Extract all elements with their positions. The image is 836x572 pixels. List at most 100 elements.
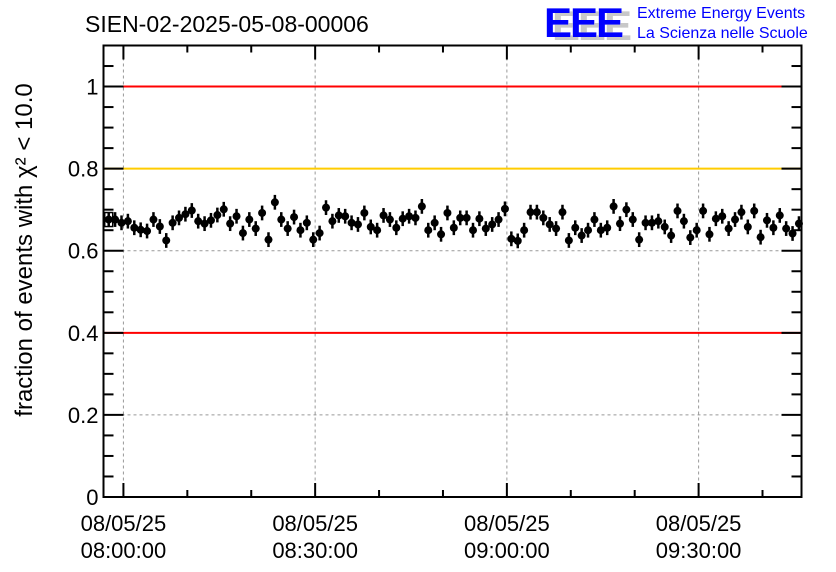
data-point — [277, 215, 286, 224]
data-point — [238, 229, 247, 238]
data-point — [545, 220, 554, 229]
data-point — [718, 212, 727, 221]
data-point — [264, 235, 273, 244]
data-point — [328, 217, 337, 226]
data-point — [705, 230, 714, 239]
data-point — [168, 218, 177, 227]
y-tick-label: 0.8 — [68, 157, 99, 182]
data-point — [449, 223, 458, 232]
chart-title: SIEN-02-2025-05-08-00006 — [85, 11, 369, 37]
data-point — [181, 210, 190, 219]
data-point — [270, 198, 279, 207]
data-point — [481, 224, 490, 233]
data-point — [731, 215, 740, 224]
data-point — [500, 204, 509, 213]
data-point — [641, 218, 650, 227]
x-tick-time: 09:00:00 — [464, 538, 550, 563]
data-point — [200, 219, 209, 228]
data-point — [373, 226, 382, 235]
y-tick-label: 1 — [86, 75, 98, 100]
data-point — [571, 223, 580, 232]
data-point — [679, 217, 688, 226]
data-point — [424, 226, 433, 235]
data-point — [104, 215, 113, 224]
grid — [103, 45, 802, 497]
data-point — [635, 235, 644, 244]
data-point — [405, 212, 414, 221]
data-point — [737, 208, 746, 217]
data-point — [136, 225, 145, 234]
data-point — [711, 214, 720, 223]
data-point — [149, 215, 158, 224]
data-point — [520, 226, 529, 235]
data-points — [103, 194, 803, 249]
data-point — [366, 222, 375, 231]
data-point — [596, 226, 605, 235]
axis-ticks — [103, 45, 802, 498]
data-point — [117, 218, 126, 227]
x-tick-date: 08/05/25 — [81, 511, 167, 536]
data-point — [175, 213, 184, 222]
data-point — [564, 236, 573, 245]
data-point — [341, 212, 350, 221]
data-point — [615, 219, 624, 228]
x-tick-time: 09:30:00 — [656, 538, 742, 563]
data-point — [699, 206, 708, 215]
y-axis-label: fraction of events with χ² < 10.0 — [11, 83, 38, 416]
eee-logo: EEE Extreme Energy Events La Scienza nel… — [544, 0, 808, 46]
data-point — [673, 206, 682, 215]
data-point — [647, 218, 656, 227]
data-point — [430, 218, 439, 227]
data-point — [437, 230, 446, 239]
data-point — [494, 215, 503, 224]
data-point — [724, 224, 733, 233]
data-point — [577, 231, 586, 240]
data-point — [462, 213, 471, 222]
y-tick-label: 0.2 — [68, 403, 99, 428]
data-point — [155, 222, 164, 231]
data-point — [347, 218, 356, 227]
data-point — [609, 202, 618, 211]
data-point — [750, 206, 759, 215]
data-point — [443, 208, 452, 217]
data-point — [782, 224, 791, 233]
plot-frame — [102, 44, 803, 498]
data-point — [360, 208, 369, 217]
data-point — [283, 224, 292, 233]
data-point — [762, 216, 771, 225]
data-point — [392, 223, 401, 232]
logo-line1: Extreme Energy Events — [637, 5, 805, 22]
data-point — [187, 206, 196, 215]
data-point — [507, 234, 516, 243]
x-tick-time: 08:30:00 — [272, 538, 358, 563]
data-point — [743, 222, 752, 231]
data-point — [475, 214, 484, 223]
data-point — [379, 211, 388, 220]
data-point — [194, 217, 203, 226]
data-point — [603, 223, 612, 232]
data-point — [558, 208, 567, 217]
data-point — [143, 227, 152, 236]
data-point — [628, 215, 637, 224]
data-point — [552, 224, 561, 233]
data-point — [309, 235, 318, 244]
data-point — [258, 208, 267, 217]
marker-box — [103, 211, 114, 228]
data-point — [756, 233, 765, 242]
x-tick-date: 08/05/25 — [656, 511, 742, 536]
data-point — [488, 220, 497, 229]
data-point — [315, 229, 324, 238]
data-point — [162, 236, 171, 245]
y-tick-label: 0.6 — [68, 239, 99, 264]
x-tick-time: 08:00:00 — [81, 538, 167, 563]
data-point — [385, 215, 394, 224]
data-point — [411, 213, 420, 222]
data-point — [226, 219, 235, 228]
data-point — [302, 218, 311, 227]
data-point — [532, 208, 541, 217]
data-point — [590, 215, 599, 224]
y-tick-labels: 0 0.2 0.4 0.6 0.8 1 — [68, 75, 99, 510]
x-tick-labels: 08/05/2508:00:0008/05/2508:30:0008/05/25… — [81, 511, 742, 563]
logo-line2: La Scienza nelle Scuole — [637, 25, 808, 42]
data-point — [622, 205, 631, 214]
